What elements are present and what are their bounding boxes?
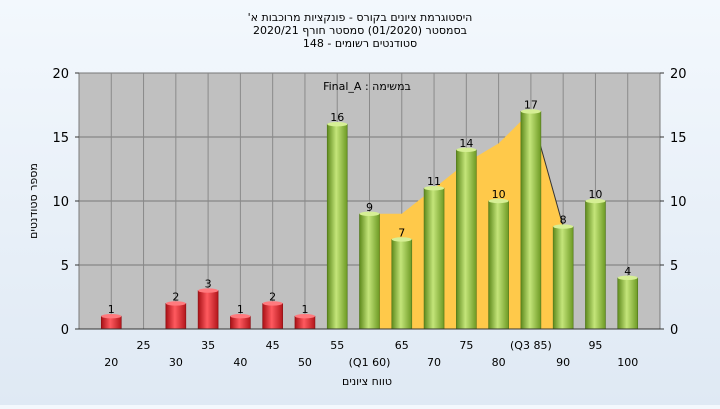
bar-cap xyxy=(327,122,348,127)
bar xyxy=(391,239,413,330)
bar xyxy=(520,111,542,330)
x-tick-label-upper: 35 xyxy=(201,339,215,352)
bar-value-label: 2 xyxy=(172,290,179,303)
title-line-3: סטודנטים רשומים - 148 xyxy=(303,37,417,50)
x-tick-label-lower: 70 xyxy=(427,356,441,369)
y-tick-label-right: 15 xyxy=(670,131,687,146)
bar xyxy=(552,226,574,330)
x-tick-label-upper: (Q3 85) xyxy=(510,339,552,352)
x-tick-label-upper: 75 xyxy=(459,339,473,352)
x-tick-label-lower: 100 xyxy=(617,356,638,369)
x-tick-label-upper: 55 xyxy=(330,339,344,352)
y-tick-label-right: 10 xyxy=(670,195,687,210)
x-tick-label-upper: 95 xyxy=(588,339,602,352)
y-tick-label-right: 20 xyxy=(670,67,687,82)
y-tick-label-left: 5 xyxy=(61,259,69,274)
bar-value-label: 16 xyxy=(330,111,344,124)
x-tick-label-lower: 40 xyxy=(233,356,247,369)
chart-subtitle: Final_A : במשימה xyxy=(323,80,411,93)
bar xyxy=(423,187,445,330)
bar-value-label: 1 xyxy=(108,303,115,316)
bar-cap xyxy=(294,314,315,319)
bars xyxy=(100,109,639,330)
bar-value-label: 9 xyxy=(366,201,373,214)
bar-cap xyxy=(359,211,380,216)
bar-value-label: 1 xyxy=(237,303,244,316)
bar xyxy=(359,213,380,330)
y-tick-label-left: 0 xyxy=(61,323,69,338)
x-tick-label-lower: 30 xyxy=(169,356,183,369)
x-tick-label-lower: 20 xyxy=(104,356,118,369)
x-tick-label-upper: 25 xyxy=(137,339,151,352)
bar xyxy=(585,200,606,330)
bar xyxy=(262,303,283,330)
title-line-1: היסטוגרמת ציונים בקורס - פונקציות מרוכבו… xyxy=(248,11,473,24)
x-tick-label-lower: 80 xyxy=(492,356,506,369)
bar-cap xyxy=(617,275,638,280)
bar-value-label: 7 xyxy=(398,226,405,239)
bar xyxy=(456,149,477,330)
bar-value-label: 8 xyxy=(560,214,567,227)
bar-cap xyxy=(585,198,606,204)
x-tick-label-lower: 90 xyxy=(556,356,570,369)
bar-value-label: 4 xyxy=(624,265,631,278)
y-tick-label-left: 10 xyxy=(52,195,69,210)
bar-cap xyxy=(391,237,412,242)
bar-value-label: 2 xyxy=(269,290,276,303)
bar xyxy=(326,123,348,330)
y-tick-label-left: 20 xyxy=(52,67,69,82)
bar-cap xyxy=(488,198,509,204)
x-tick-label-upper: 45 xyxy=(266,339,280,352)
chart-title: היסטוגרמת ציונים בקורס - פונקציות מרוכבו… xyxy=(248,11,473,50)
y-tick-label-left: 15 xyxy=(52,131,69,146)
bar xyxy=(197,290,219,330)
bar-value-label: 10 xyxy=(588,188,602,201)
bar-cap xyxy=(456,147,477,152)
y-axis-title: מספר סטודנטים xyxy=(27,163,40,239)
bar-cap xyxy=(165,301,186,306)
bar-value-label: 1 xyxy=(301,303,308,316)
bar xyxy=(488,200,509,330)
bar-cap xyxy=(424,186,445,191)
bar xyxy=(165,303,187,330)
x-tick-label-lower: (Q1 60) xyxy=(349,356,391,369)
bar-cap xyxy=(520,109,541,114)
bar-cap xyxy=(553,224,574,229)
bar-value-label: 11 xyxy=(427,175,441,188)
bar-value-label: 17 xyxy=(524,98,538,111)
bar xyxy=(617,277,639,330)
bar-value-label: 10 xyxy=(492,188,506,201)
y-tick-label-right: 5 xyxy=(670,259,678,274)
x-axis-title: טווח ציונים xyxy=(342,375,392,388)
x-tick-label-upper: 65 xyxy=(395,339,409,352)
title-line-2: בסמסטר (01/2020) סמסטר חורף 2020/21 xyxy=(253,24,467,37)
bar-cap xyxy=(230,314,251,319)
bar-value-label: 14 xyxy=(459,137,473,150)
bar-cap xyxy=(262,301,283,306)
bar-value-label: 3 xyxy=(205,278,212,291)
bar-value-labels: 1 2 3 1 2 1 16 9 7 11 14 10 17 8 10 4 xyxy=(108,98,631,316)
bar-cap xyxy=(101,314,122,319)
x-tick-label-lower: 50 xyxy=(298,356,312,369)
bar-cap xyxy=(198,288,219,293)
y-tick-label-right: 0 xyxy=(670,323,678,338)
